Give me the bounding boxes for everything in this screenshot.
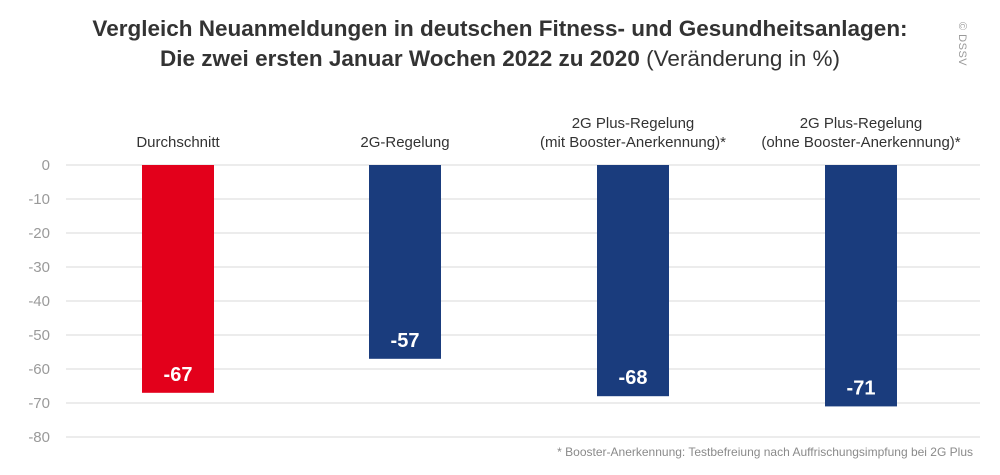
y-tick-label: -20 [28,225,50,242]
y-tick-label: -40 [28,293,50,310]
bar [142,165,214,393]
category-label: Durchschnitt [136,134,220,151]
title-line-2-unit: (Veränderung in %) [646,46,840,71]
y-tick-label: -10 [28,191,50,208]
y-tick-label: 0 [42,157,50,174]
title-line-2: Die zwei ersten Januar Wochen 2022 zu 20… [0,44,1000,74]
data-label: -68 [619,367,648,389]
y-tick-label: -50 [28,327,50,344]
bar [369,165,441,359]
data-label: -57 [391,330,420,352]
title-line-1: Vergleich Neuanmeldungen in deutschen Fi… [92,16,908,41]
category-label: 2G Plus-Regelung [800,115,923,132]
category-label: 2G Plus-Regelung [572,115,695,132]
chart-title: Vergleich Neuanmeldungen in deutschen Fi… [0,14,1000,74]
bar [597,165,669,397]
category-label: 2G-Regelung [360,134,449,151]
y-tick-label: -80 [28,429,50,446]
data-label: -71 [847,377,876,399]
y-tick-label: -60 [28,361,50,378]
title-line-2-bold: Die zwei ersten Januar Wochen 2022 zu 20… [160,46,640,71]
category-label: (ohne Booster-Anerkennung)* [761,134,960,151]
footnote: * Booster-Anerkennung: Testbefreiung nac… [557,445,973,459]
y-tick-label: -70 [28,395,50,412]
data-label: -67 [164,364,193,386]
y-tick-label: -30 [28,259,50,276]
category-label: (mit Booster-Anerkennung)* [540,134,726,151]
bar [825,165,897,407]
